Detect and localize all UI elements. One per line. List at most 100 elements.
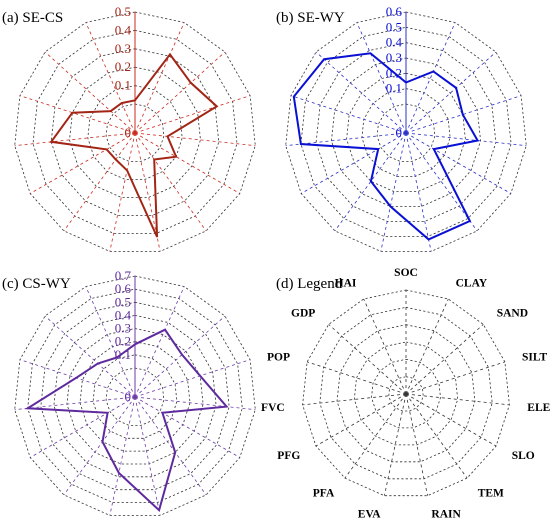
tick-label: 0.1 [115, 78, 131, 93]
grid-ring [53, 314, 217, 478]
spoke-eva [383, 393, 407, 496]
spoke-sand [134, 51, 226, 134]
spoke-slo [134, 396, 240, 458]
tick-label: 0 [125, 389, 132, 404]
grid-ring [87, 85, 183, 180]
spoke-pop [306, 361, 407, 395]
spoke-rain [134, 132, 161, 252]
grid-ring [315, 42, 497, 222]
spoke-fvc [285, 132, 407, 147]
spoke-clay [405, 22, 456, 134]
tick-label: 0.4 [115, 22, 132, 37]
tick-label: 0.5 [115, 4, 131, 19]
category-label-gdp: GDP [291, 307, 315, 319]
spoke-gdp [328, 324, 407, 395]
tick-label: 0.2 [115, 334, 131, 349]
category-label-fvc: FVC [261, 402, 285, 414]
grid-ring [32, 29, 238, 234]
spoke-eva [109, 132, 136, 252]
spoke-pfa [63, 132, 136, 232]
spoke-clay [134, 22, 185, 134]
category-label-rain: RAIN [431, 508, 461, 520]
spoke-rain [134, 396, 161, 516]
category-label-pfg: PFG [277, 450, 300, 462]
spoke-tem [405, 393, 468, 479]
spoke-fvc [302, 393, 407, 406]
spoke-eva [109, 396, 136, 516]
spoke-pop [290, 95, 407, 134]
spoke-clay [405, 298, 449, 395]
grid-ring [376, 103, 436, 162]
grid-ring [361, 88, 451, 177]
spoke-ele [134, 132, 256, 147]
panel-title: (c) CS-WY [2, 276, 71, 292]
spoke-hai [85, 286, 136, 398]
spoke-hai [363, 298, 407, 395]
spoke-pfg [315, 393, 407, 447]
spoke-fvc [14, 396, 136, 411]
tick-label: 0.4 [115, 307, 132, 322]
tick-label: 0.2 [386, 65, 402, 80]
spoke-pfa [344, 393, 407, 479]
spoke-hai [85, 22, 136, 134]
tick-label: 0.1 [115, 347, 131, 362]
grid-ring [336, 324, 476, 463]
category-label-clay: CLAY [456, 278, 488, 290]
category-label-sand: SAND [497, 307, 528, 319]
tick-label: 0.3 [115, 41, 131, 56]
spoke-slo [405, 393, 497, 447]
grid-ring [40, 301, 230, 491]
spoke-slo [405, 132, 511, 194]
tick-label: 0.6 [115, 281, 132, 296]
category-label-pfa: PFA [313, 488, 335, 500]
tick-label: 0 [125, 125, 132, 140]
grid-ring [66, 328, 204, 465]
spoke-clay [134, 286, 185, 398]
spoke-tem [405, 132, 478, 232]
spoke-gdp [44, 315, 136, 398]
grid-ring [105, 103, 165, 162]
category-label-slo: SLO [512, 450, 535, 462]
category-label-soc: SOC [394, 267, 418, 279]
grid-ring [27, 288, 243, 503]
spoke-pfg [30, 396, 136, 458]
category-label-silt: SILT [522, 351, 547, 363]
panel-title: (d) Legend [276, 276, 343, 292]
grid-ring [330, 57, 482, 207]
panel-title: (b) SE-WY [276, 10, 345, 26]
grid-ring [388, 376, 424, 412]
spoke-ele [134, 396, 256, 411]
spoke-ele [405, 132, 527, 147]
tick-label: 0.3 [115, 321, 131, 336]
spoke-sand [134, 315, 226, 398]
tick-label: 0 [396, 125, 403, 140]
grid-ring [346, 72, 466, 192]
spoke-rain [405, 132, 432, 252]
spoke-sand [405, 324, 484, 395]
category-label-pop: POP [267, 351, 290, 363]
spoke-gdp [44, 51, 136, 134]
radar-panel-1: 0 0.1 0.2 0.3 0.4 0.5 (a) SE-CS [2, 4, 256, 252]
spoke-rain [405, 393, 429, 496]
panel-title: (a) SE-CS [2, 10, 63, 26]
spoke-pop [19, 95, 136, 134]
spoke-ele [405, 393, 510, 406]
radar-panel-4: SOC CLAY SAND SILT ELE SLO TEM RAIN EVA PFA PFG FVC… [261, 267, 550, 520]
spoke-silt [405, 361, 506, 395]
spoke-hai [356, 22, 407, 134]
tick-label: 0.2 [115, 59, 131, 74]
spoke-pfa [63, 396, 136, 496]
spoke-pfg [301, 132, 407, 194]
tick-label: 0.3 [386, 50, 402, 65]
spoke-silt [134, 95, 251, 134]
spoke-pop [19, 359, 136, 398]
spoke-eva [380, 132, 407, 252]
radar-panel-3: 0 0.10.20.30.40.50.60.7 (c) CS-WY [2, 268, 256, 516]
tick-label: 0.1 [386, 81, 402, 96]
spoke-gdp [315, 51, 407, 134]
tick-label: 0.4 [386, 35, 403, 50]
series-line-1 [292, 52, 480, 241]
category-label-ele: ELE [527, 402, 550, 414]
grid-ring [50, 48, 220, 216]
